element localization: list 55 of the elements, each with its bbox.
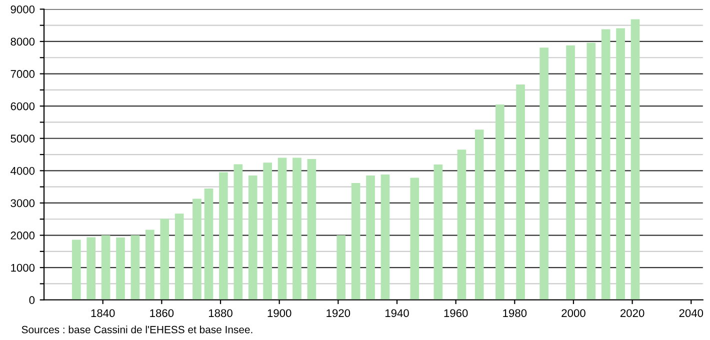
source-note: Sources : base Cassini de l'EHESS et base Insee. — [22, 326, 252, 334]
y-tick-label: 9000 — [10, 5, 35, 14]
bar — [130, 235, 140, 300]
x-tick-label: 1940 — [385, 309, 409, 318]
bar — [496, 104, 504, 300]
x-tick-label: 2040 — [679, 309, 704, 318]
y-tick-label: 5000 — [10, 134, 35, 143]
y-tick-label: 7000 — [10, 70, 35, 78]
bar — [204, 188, 214, 300]
x-tick-label: 1860 — [150, 309, 174, 318]
bar — [601, 29, 610, 300]
bar — [248, 176, 258, 300]
bar — [410, 178, 420, 300]
bar — [457, 150, 466, 300]
bar — [174, 214, 184, 300]
bar — [146, 230, 154, 300]
bar — [351, 182, 360, 300]
x-tick-label: 1920 — [326, 309, 350, 318]
bar — [72, 240, 81, 300]
x-tick-label: 1980 — [503, 309, 527, 318]
x-tick-label: 1960 — [444, 309, 468, 318]
bar — [630, 19, 640, 300]
bar — [586, 42, 596, 300]
y-tick-label: 8000 — [10, 38, 35, 46]
bar — [307, 159, 316, 300]
bar — [278, 158, 287, 300]
x-tick-label: 1900 — [268, 309, 292, 318]
y-tick-label: 0 — [29, 296, 35, 304]
y-tick-label: 2000 — [10, 232, 35, 240]
bar — [474, 130, 484, 300]
bar — [160, 218, 170, 300]
bar — [336, 235, 346, 300]
x-tick-label: 1880 — [208, 309, 232, 318]
bar — [101, 235, 110, 300]
y-tick-label: 1000 — [11, 264, 35, 272]
bar — [292, 158, 302, 300]
y-tick-label: 3000 — [10, 199, 35, 208]
bar — [234, 164, 243, 300]
bar — [540, 48, 548, 300]
bar — [434, 164, 443, 300]
y-tick-label: 6000 — [10, 102, 35, 110]
bar — [116, 238, 125, 300]
bar — [86, 237, 96, 300]
bar — [219, 172, 228, 300]
bar — [192, 198, 202, 300]
x-tick-label: 1840 — [91, 309, 115, 318]
bar — [366, 176, 375, 300]
bar — [616, 28, 625, 300]
bar — [263, 162, 272, 300]
y-tick-label: 4000 — [10, 166, 35, 175]
x-tick-label: 2020 — [620, 309, 644, 318]
bar — [380, 174, 390, 300]
x-tick-label: 2000 — [562, 309, 586, 318]
bar — [566, 45, 575, 300]
bar — [516, 84, 525, 300]
